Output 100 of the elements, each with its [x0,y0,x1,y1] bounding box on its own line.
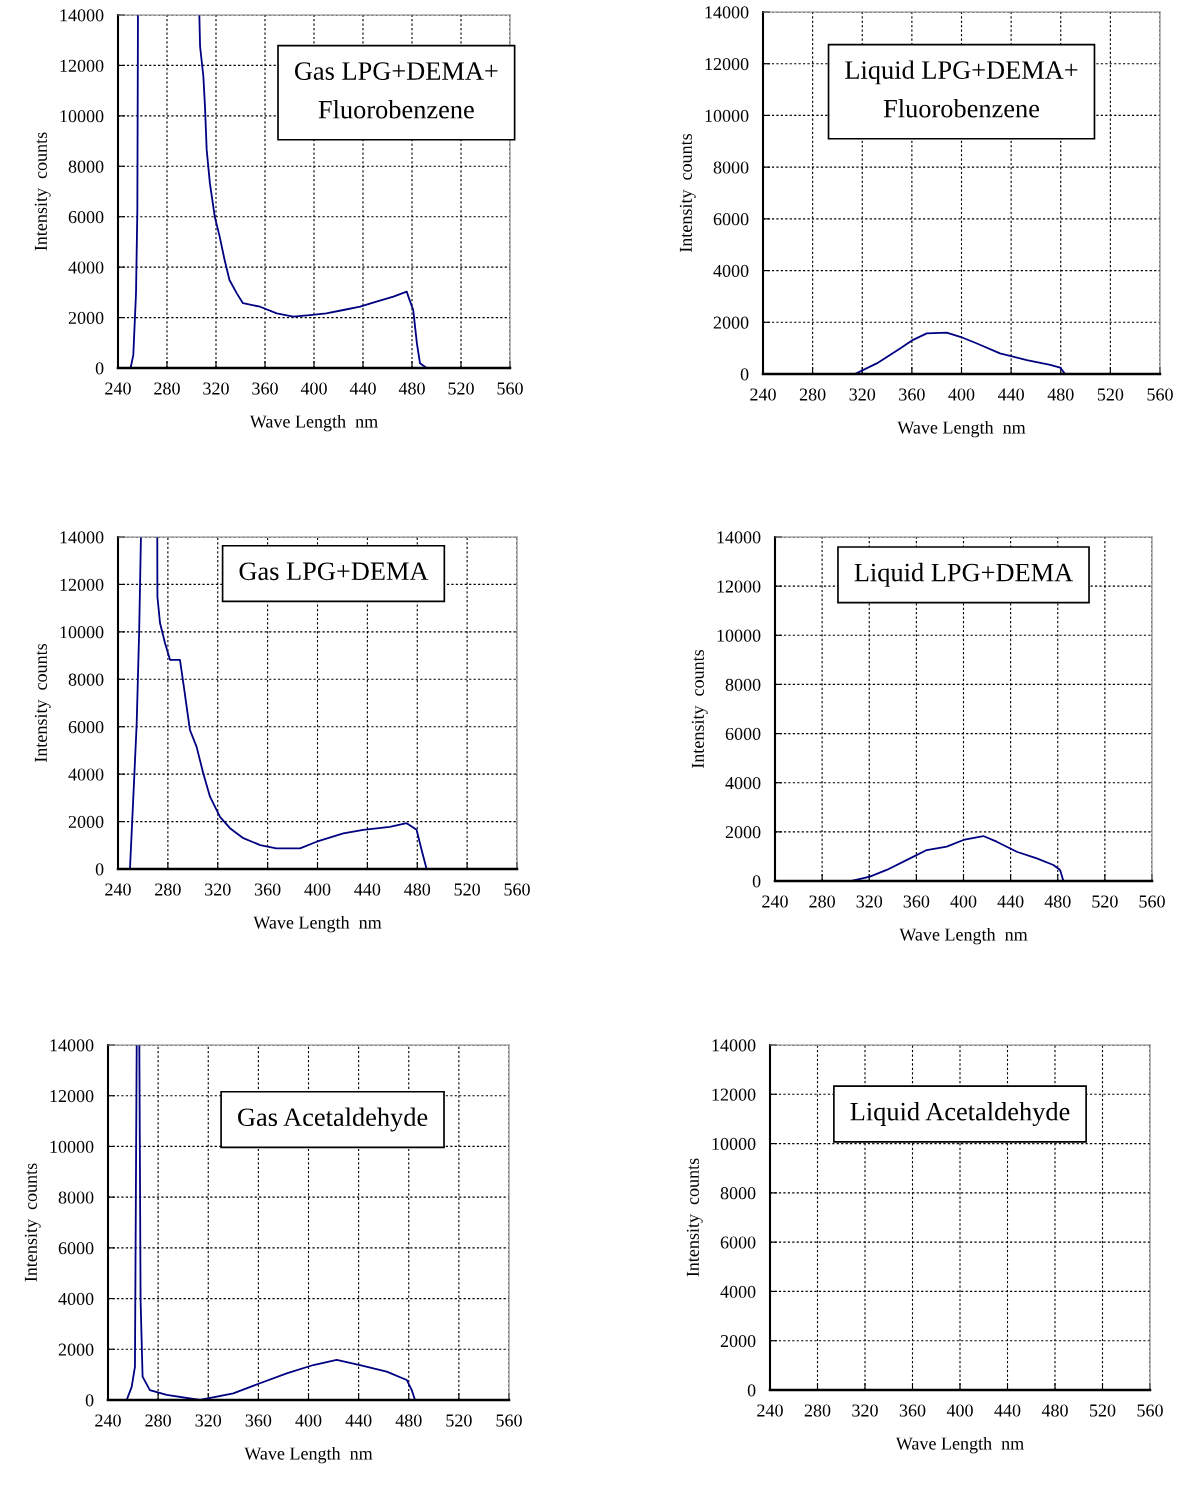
x-tick-label: 440 [997,388,1024,401]
y-tick-label: 8000 [713,161,749,174]
y-tick-label: 14000 [60,531,104,544]
line-series [853,331,1066,374]
y-axis-title: Intensity counts [24,1163,41,1282]
y-tick-label: 8000 [58,1191,94,1204]
y-tick-label: 2000 [58,1343,94,1356]
text: Liquid LPG+DEMA [854,562,1074,587]
y-tick-label: 12000 [712,1088,756,1101]
x-tick-label: 400 [304,883,331,896]
x-tick-label: 240 [762,895,788,908]
y-tick-label: 14000 [60,9,104,22]
y-tick-label: 6000 [713,213,749,226]
x-axis-title: Wave Length nm [897,420,1026,438]
x-tick-label: 520 [454,883,480,896]
y-tick-label: 14000 [705,6,749,19]
y-axis-title: Intensity counts [686,1158,703,1277]
x-tick-label: 480 [404,883,431,896]
x-axis-title: Wave Length nm [249,414,378,432]
x-tick-label: 360 [254,883,281,896]
x-tick-label: 560 [1147,388,1173,401]
y-tick-label: 4000 [720,1285,756,1298]
x-tick-label: 400 [946,1404,973,1417]
y-tick-label: 2000 [720,1334,756,1348]
x-tick-label: 480 [1044,895,1071,908]
text: Gas LPG+DEMA+ Fluorobenzene [294,62,498,119]
y-tick-label: 0 [747,1384,756,1397]
text: Liquid Acetaldehyde [850,1102,1070,1126]
x-tick-label: 280 [804,1404,831,1417]
x-tick-label: 480 [1041,1404,1068,1417]
x-tick-label: 320 [195,1414,222,1427]
y-tick-label: 14000 [50,1039,94,1052]
x-tick-label: 360 [899,388,925,401]
x-tick-label: 280 [809,895,835,908]
y-tick-label: 12000 [717,580,761,593]
y-tick-label: 10000 [60,110,104,123]
y-tick-label: 12000 [50,1089,94,1103]
x-tick-label: 320 [856,895,883,908]
y-tick-label: 0 [752,875,761,888]
y-tick-label: 0 [85,1394,94,1407]
x-tick-label: 320 [203,382,229,395]
x-tick-label: 400 [295,1414,322,1427]
x-tick-label: 440 [354,883,381,896]
x-tick-label: 240 [105,382,131,395]
y-tick-label: 2000 [68,815,104,829]
x-tick-label: 520 [446,1414,472,1427]
x-tick-label: 440 [349,382,376,395]
x-tick-label: 240 [105,883,131,896]
y-tick-label: 0 [95,863,104,876]
x-tick-label: 320 [852,1404,878,1417]
y-tick-label: 10000 [705,109,749,122]
x-tick-label: 240 [757,1404,783,1417]
y-tick-label: 10000 [60,626,104,639]
x-tick-label: 480 [398,382,425,395]
y-tick-label: 10000 [712,1137,756,1151]
y-tick-label: 6000 [720,1236,756,1249]
x-tick-label: 440 [345,1414,372,1427]
x-tick-label: 560 [496,1414,522,1427]
text: Liquid LPG+DEMA+ Fluorobenzene [845,60,1078,118]
x-tick-label: 520 [1097,388,1124,401]
x-axis-title: Wave Length nm [244,1446,373,1464]
y-tick-label: 6000 [68,720,104,734]
x-tick-label: 320 [849,388,876,401]
y-tick-label: 8000 [725,678,761,691]
x-tick-label: 240 [750,388,776,401]
y-tick-label: 6000 [68,210,104,224]
x-tick-label: 400 [300,382,327,395]
x-tick-label: 520 [448,382,474,395]
y-tick-label: 12000 [60,59,104,72]
x-tick-label: 360 [245,1414,272,1427]
y-tick-label: 12000 [705,57,749,71]
x-tick-label: 400 [948,388,975,401]
x-tick-label: 320 [205,883,231,896]
y-tick-label: 14000 [712,1039,756,1052]
x-tick-label: 280 [155,883,181,896]
x-tick-label: 440 [997,895,1024,908]
x-tick-label: 480 [1047,388,1074,401]
y-tick-label: 8000 [68,673,104,686]
x-tick-label: 520 [1092,895,1118,908]
y-tick-label: 4000 [713,264,749,278]
x-tick-label: 280 [799,388,826,401]
y-tick-label: 12000 [60,578,104,591]
x-tick-label: 360 [899,1404,926,1417]
y-tick-label: 14000 [717,531,761,544]
y-tick-label: 2000 [68,311,104,325]
x-tick-label: 480 [395,1414,422,1427]
x-tick-label: 560 [1139,895,1165,908]
x-tick-label: 560 [1137,1404,1163,1417]
y-tick-label: 6000 [58,1242,94,1255]
y-tick-label: 8000 [720,1187,756,1200]
y-tick-label: 4000 [68,768,104,781]
text: Gas LPG+DEMA [239,562,429,581]
y-tick-label: 4000 [68,261,104,274]
y-axis-title: Intensity counts [34,643,51,763]
x-axis-title: Wave Length nm [895,1436,1024,1454]
y-tick-label: 10000 [50,1140,94,1153]
y-tick-label: 6000 [725,727,761,741]
x-tick-label: 440 [994,1404,1021,1417]
y-tick-label: 0 [95,362,104,375]
y-tick-label: 4000 [725,776,761,790]
